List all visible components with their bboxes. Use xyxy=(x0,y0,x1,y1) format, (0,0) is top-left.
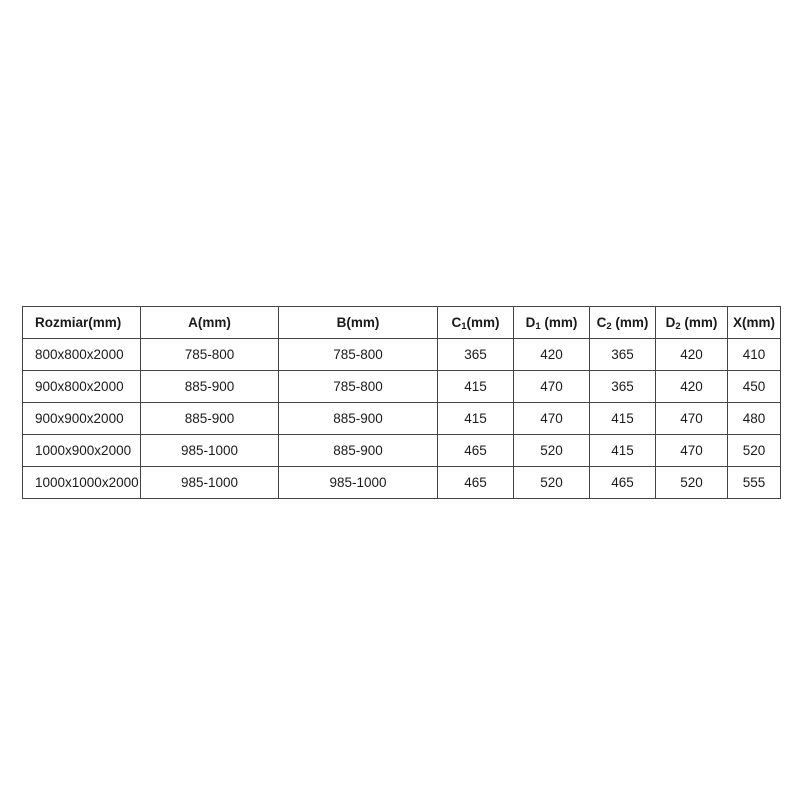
cell-x: 480 xyxy=(727,402,781,435)
cell-c1: 415 xyxy=(437,402,514,435)
cell-c2: 365 xyxy=(589,370,656,403)
table-header-row: Rozmiar(mm) A(mm) B(mm) C1(mm) D1 (mm) C2 (mm… xyxy=(22,306,781,339)
column-header-base: C xyxy=(451,314,462,330)
column-header-base: B xyxy=(336,314,347,330)
cell-x: 450 xyxy=(727,370,781,403)
cell-d2: 470 xyxy=(655,434,728,467)
cell-b: 985-1000 xyxy=(278,466,438,499)
table-row: 900x800x2000 885-900 785-800 415 470 365 420 45… xyxy=(22,370,781,403)
table-row: 1000x900x2000 985-1000 885-900 465 520 415 470… xyxy=(22,434,781,467)
column-header-unit: (mm) xyxy=(540,314,578,330)
column-header-unit: (mm) xyxy=(88,314,122,330)
cell-c1: 365 xyxy=(437,338,514,371)
cell-a: 985-1000 xyxy=(140,434,279,467)
column-header-c1: C1(mm) xyxy=(437,306,514,339)
dimensions-table: Rozmiar(mm) A(mm) B(mm) C1(mm) D1 (mm) C2 (mm… xyxy=(22,306,781,499)
cell-x: 410 xyxy=(727,338,781,371)
cell-c1: 415 xyxy=(437,370,514,403)
cell-x: 520 xyxy=(727,434,781,467)
cell-d1: 420 xyxy=(513,338,590,371)
column-header-subscript: 2 xyxy=(606,320,612,332)
column-header-size: Rozmiar(mm) xyxy=(22,306,141,339)
cell-a: 885-900 xyxy=(140,370,279,403)
cell-d2: 420 xyxy=(655,338,728,371)
column-header-base: Rozmiar xyxy=(35,314,89,330)
cell-b: 885-900 xyxy=(278,434,438,467)
column-header-unit: (mm) xyxy=(611,314,649,330)
column-header-c2: C2 (mm) xyxy=(589,306,656,339)
cell-size: 1000x1000x2000 xyxy=(22,466,141,499)
cell-c2: 415 xyxy=(589,402,656,435)
cell-c1: 465 xyxy=(437,434,514,467)
column-header-unit: (mm) xyxy=(346,314,380,330)
cell-d2: 520 xyxy=(655,466,728,499)
cell-size: 900x800x2000 xyxy=(22,370,141,403)
column-header-unit: (mm) xyxy=(466,314,500,330)
cell-size: 900x900x2000 xyxy=(22,402,141,435)
column-header-base: C xyxy=(596,314,607,330)
column-header-a: A(mm) xyxy=(140,306,279,339)
cell-d2: 470 xyxy=(655,402,728,435)
cell-d2: 420 xyxy=(655,370,728,403)
cell-c1: 465 xyxy=(437,466,514,499)
cell-b: 785-800 xyxy=(278,338,438,371)
cell-size: 800x800x2000 xyxy=(22,338,141,371)
cell-d1: 470 xyxy=(513,370,590,403)
table-header: Rozmiar(mm) A(mm) B(mm) C1(mm) D1 (mm) C2 (mm… xyxy=(22,306,781,339)
column-header-base: D xyxy=(665,314,676,330)
table-row: 1000x1000x2000 985-1000 985-1000 465 520 465 5… xyxy=(22,466,781,499)
column-header-base: X xyxy=(732,314,742,330)
cell-a: 985-1000 xyxy=(140,466,279,499)
column-header-b: B(mm) xyxy=(278,306,438,339)
cell-d1: 470 xyxy=(513,402,590,435)
cell-a: 785-800 xyxy=(140,338,279,371)
table-body: 800x800x2000 785-800 785-800 365 420 365 420 41… xyxy=(22,338,781,499)
cell-x: 555 xyxy=(727,466,781,499)
column-header-unit: (mm) xyxy=(197,314,231,330)
column-header-d1: D1 (mm) xyxy=(513,306,590,339)
column-header-d2: D2 (mm) xyxy=(655,306,728,339)
cell-d1: 520 xyxy=(513,434,590,467)
column-header-unit: (mm) xyxy=(680,314,718,330)
cell-b: 885-900 xyxy=(278,402,438,435)
dimensions-table-container: Rozmiar(mm) A(mm) B(mm) C1(mm) D1 (mm) C2 (mm… xyxy=(22,306,781,499)
cell-b: 785-800 xyxy=(278,370,438,403)
column-header-base: D xyxy=(525,314,536,330)
column-header-subscript: 2 xyxy=(675,320,681,332)
column-header-subscript: 1 xyxy=(461,320,467,332)
column-header-x: X(mm) xyxy=(727,306,781,339)
column-header-unit: (mm) xyxy=(742,314,775,330)
cell-c2: 365 xyxy=(589,338,656,371)
column-header-subscript: 1 xyxy=(535,320,541,332)
table-row: 800x800x2000 785-800 785-800 365 420 365 420 41… xyxy=(22,338,781,371)
cell-c2: 465 xyxy=(589,466,656,499)
cell-a: 885-900 xyxy=(140,402,279,435)
table-row: 900x900x2000 885-900 885-900 415 470 415 470 48… xyxy=(22,402,781,435)
cell-c2: 415 xyxy=(589,434,656,467)
cell-d1: 520 xyxy=(513,466,590,499)
column-header-base: A xyxy=(188,314,198,330)
cell-size: 1000x900x2000 xyxy=(22,434,141,467)
